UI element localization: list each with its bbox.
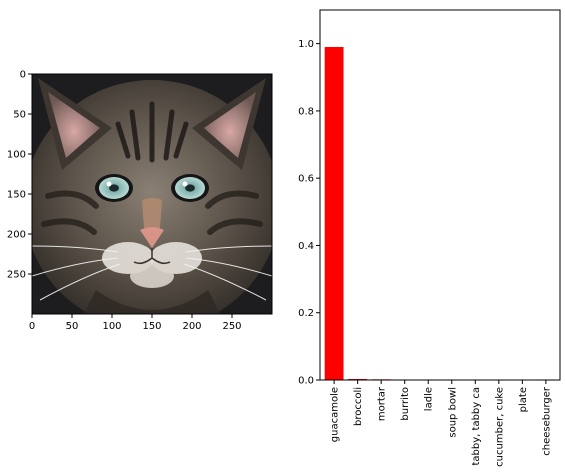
bars bbox=[324, 47, 556, 381]
image-y-tick-label: 200 bbox=[7, 230, 26, 241]
left-ear-icon bbox=[38, 78, 112, 170]
image-x-tick-label: 0 bbox=[29, 321, 35, 332]
chart-y-tick-label: 0.6 bbox=[298, 174, 314, 185]
chart-x-tick-label: plate bbox=[518, 387, 529, 412]
chart-y-tick-label: 0.4 bbox=[298, 241, 314, 252]
image-y-ticks: 0 50 100 150 200 250 bbox=[7, 70, 32, 281]
chart-x-ticks: guacamole broccoli mortar burrito ladle soup … bbox=[330, 380, 552, 467]
chart-y-tick-label: 0.2 bbox=[298, 308, 314, 319]
chart-x-tick-label: cucumber, cuke bbox=[494, 387, 505, 467]
image-x-tick-label: 50 bbox=[66, 321, 79, 332]
image-y-tick-label: 0 bbox=[20, 70, 26, 81]
bar-chart: 0.0 0.2 0.4 0.6 0.8 1.0 guacamole broccoli mort… bbox=[298, 9, 561, 467]
chart-y-tick-label: 0.8 bbox=[298, 106, 314, 117]
chart-axes-frame bbox=[319, 9, 561, 381]
image-x-tick-label: 250 bbox=[222, 321, 241, 332]
bar-guacamole bbox=[324, 47, 344, 380]
image-y-tick-label: 250 bbox=[7, 270, 26, 281]
chart-x-tick-label: ladle bbox=[424, 387, 435, 411]
chart-x-tick-label: mortar bbox=[377, 386, 388, 421]
image-y-tick-label: 100 bbox=[7, 150, 26, 161]
right-ear-icon bbox=[192, 78, 266, 170]
image-x-ticks: 0 50 100 150 200 250 bbox=[29, 314, 242, 332]
image-x-tick-label: 150 bbox=[142, 321, 161, 332]
chart-x-tick-label: burrito bbox=[400, 387, 411, 421]
whiskers-icon bbox=[32, 245, 272, 301]
chart-y-ticks: 0.0 0.2 0.4 0.6 0.8 1.0 bbox=[298, 39, 320, 387]
chart-x-tick-label: guacamole bbox=[330, 387, 341, 442]
right-eye-icon bbox=[171, 174, 209, 202]
chart-y-tick-label: 1.0 bbox=[298, 39, 314, 50]
image-x-tick-label: 200 bbox=[182, 321, 201, 332]
image-y-tick-label: 50 bbox=[13, 110, 26, 121]
nose-icon bbox=[140, 227, 164, 248]
image-y-tick-label: 150 bbox=[7, 190, 26, 201]
chart-x-tick-label: broccoli bbox=[353, 387, 364, 426]
chart-x-tick-label: tabby, tabby ca bbox=[471, 387, 482, 466]
image-axes: 0 50 100 150 200 250 0 50 100 150 200 250 bbox=[7, 70, 273, 332]
chart-x-tick-label: cheeseburger bbox=[541, 386, 552, 456]
left-eye-icon bbox=[95, 174, 133, 202]
cat-image bbox=[32, 74, 272, 314]
chart-x-tick-label: soup bowl bbox=[447, 387, 458, 438]
bar-broccoli bbox=[348, 378, 368, 380]
chart-y-tick-label: 0.0 bbox=[298, 376, 314, 387]
image-x-tick-label: 100 bbox=[102, 321, 121, 332]
